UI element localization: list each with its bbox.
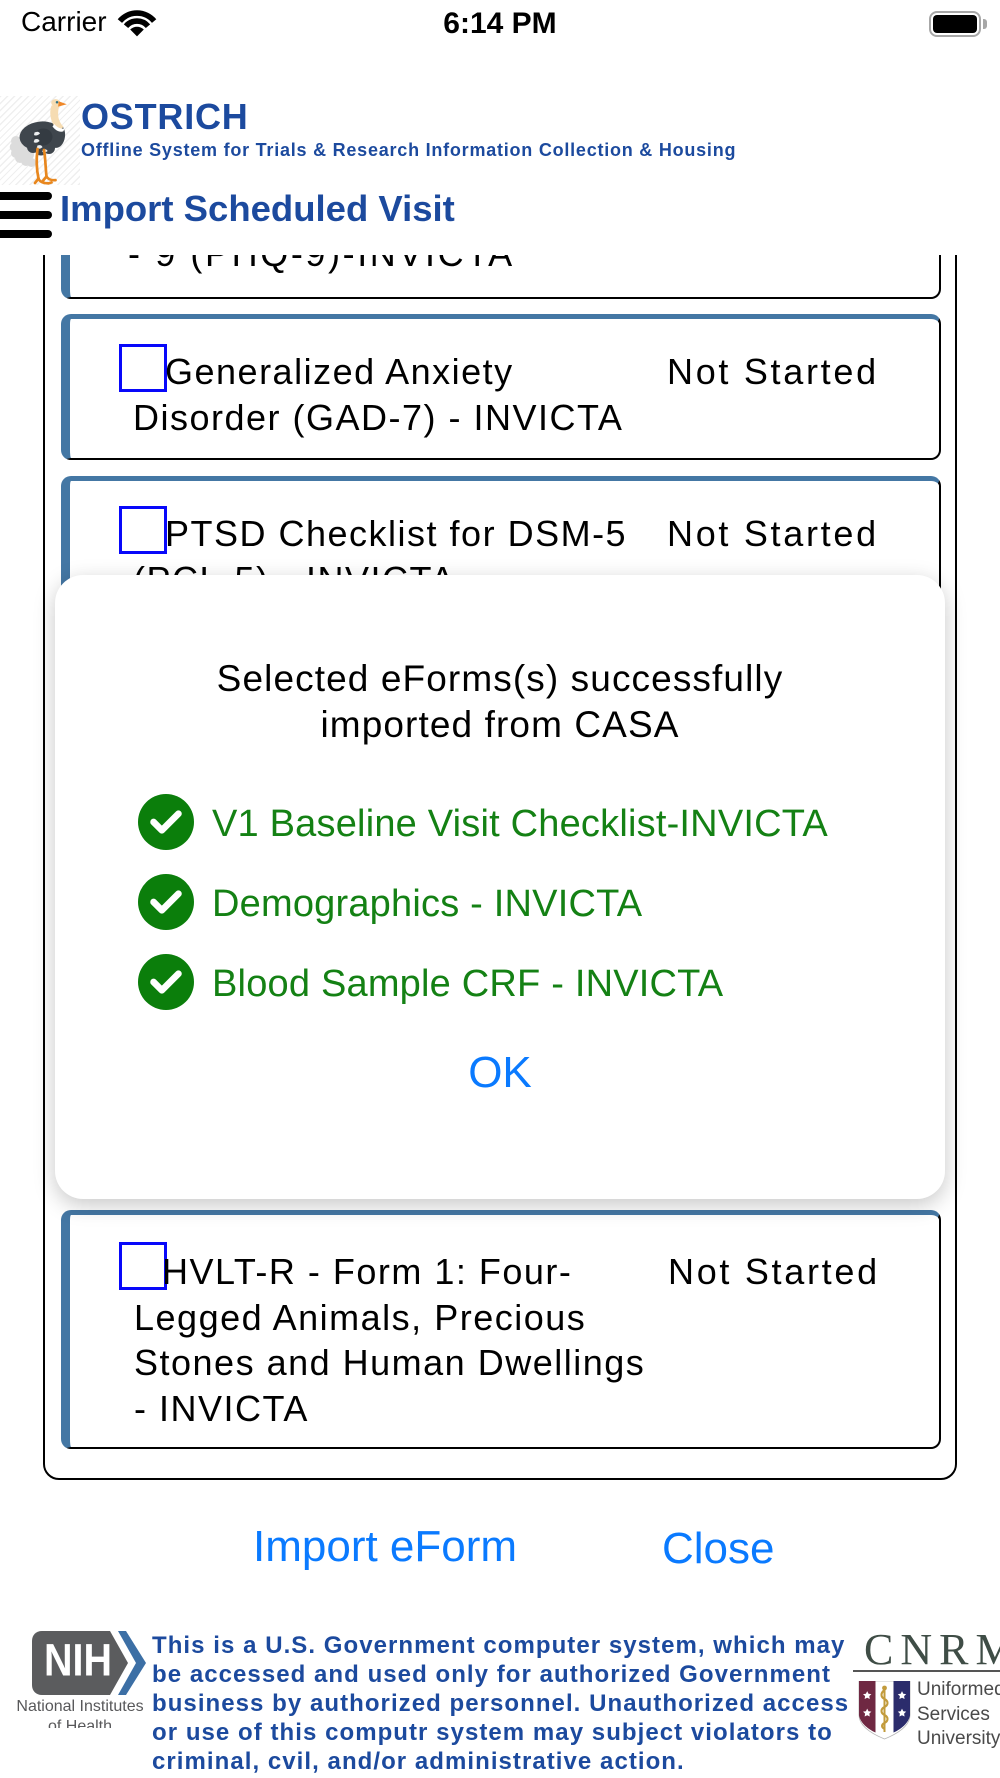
svg-text:NIH: NIH bbox=[44, 1635, 112, 1686]
